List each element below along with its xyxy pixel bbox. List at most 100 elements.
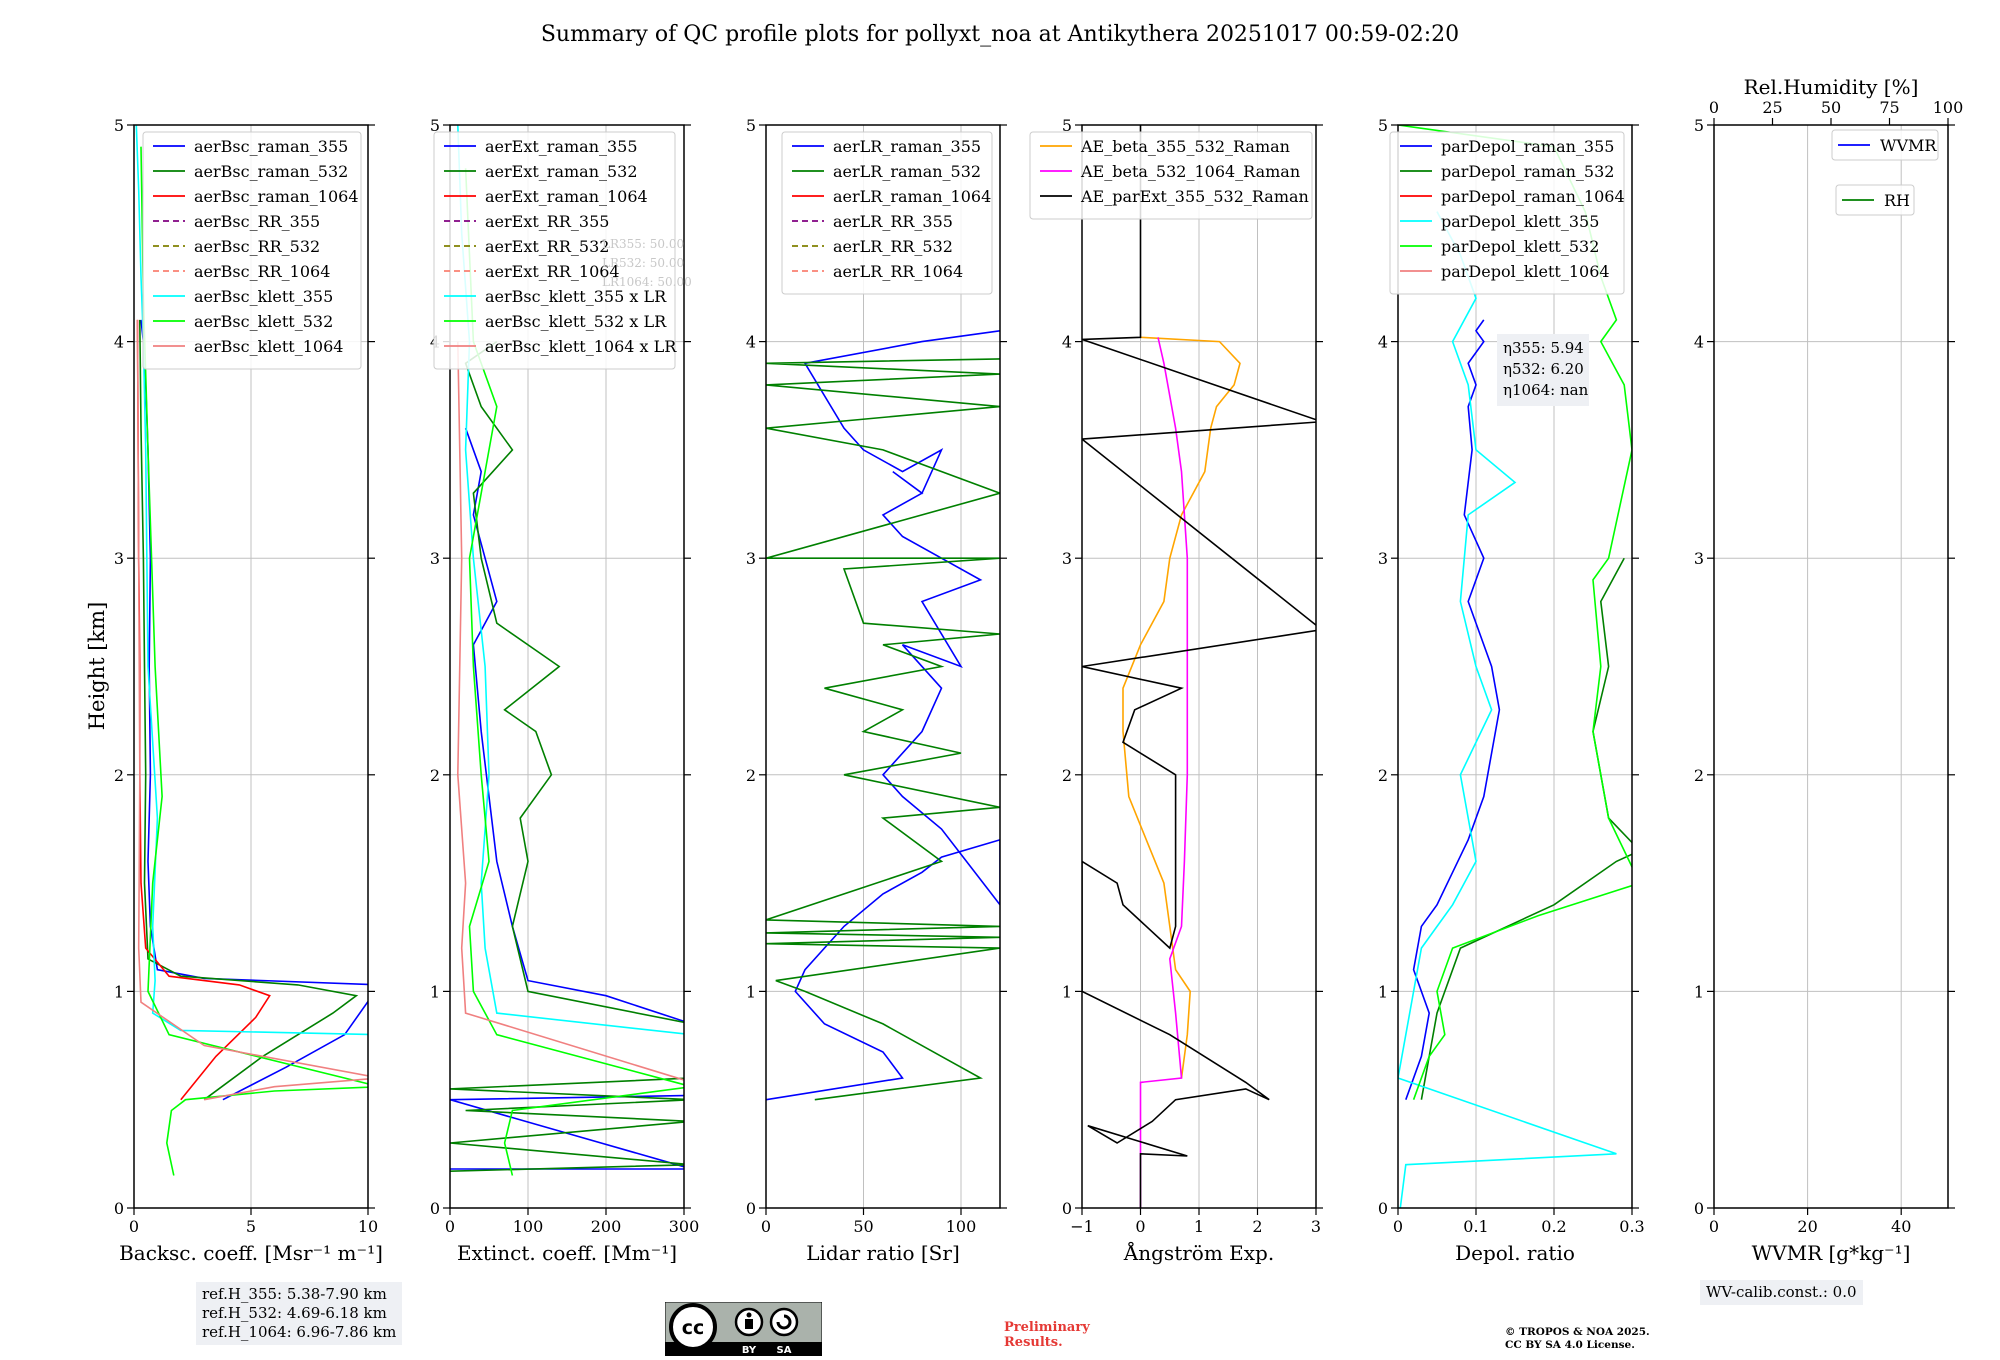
- y-tick-label: 3: [1378, 549, 1388, 568]
- legend-label: AE_beta_532_1064_Raman: [1080, 162, 1300, 181]
- x-tick-label: 300: [669, 1217, 700, 1236]
- legend: aerLR_raman_355 aerLR_raman_532 aerLR_rama…: [781, 131, 993, 295]
- y-tick-label: 1: [430, 982, 440, 1001]
- x-tick-label: 0: [445, 1217, 455, 1236]
- legend: aerBsc_raman_355 aerBsc_raman_532 aerBsc_r…: [142, 131, 362, 370]
- legend-label: parDepol_raman_355: [1441, 137, 1614, 156]
- y-tick-label: 2: [114, 766, 124, 785]
- legend-label: aerExt_RR_532: [485, 237, 609, 256]
- x2-tick-label: 50: [1821, 98, 1841, 117]
- preliminary-line-1: Preliminary: [1004, 1320, 1090, 1335]
- lr-annotation: LR532: 50.00: [602, 256, 684, 270]
- legend-label: aerBsc_raman_355: [194, 137, 348, 156]
- series-line-aerBsc_klett_1064: [136, 319, 368, 1101]
- y-tick-label: 4: [114, 333, 124, 352]
- series-line-aerExt_raman_532: [450, 340, 684, 1172]
- series-line-AE_parExt_355_532_Raman: [1082, 125, 1316, 1208]
- series-line-parDepol_klett_355: [1398, 211, 1617, 1208]
- by-label: BY: [742, 1345, 757, 1356]
- legend-label: aerBsc_klett_532: [194, 312, 333, 331]
- copyright-line-1: © TROPOS & NOA 2025.: [1505, 1326, 1650, 1338]
- x-tick-label: 0: [1135, 1217, 1145, 1236]
- legend: parDepol_raman_355 parDepol_raman_532 parD…: [1389, 131, 1625, 295]
- y-tick-label: 1: [1694, 982, 1704, 1001]
- series-line-aerBsc_klett_1064 x LR: [456, 341, 684, 1081]
- x-tick-label: 200: [591, 1217, 622, 1236]
- y-tick-label: 5: [746, 116, 756, 135]
- y-tick-label: 4: [1062, 333, 1072, 352]
- y-tick-label: 5: [430, 116, 440, 135]
- y-tick-label: 1: [114, 982, 124, 1001]
- y-tick-label: 4: [1694, 333, 1704, 352]
- y-tick-label: 0: [1694, 1199, 1704, 1218]
- y-tick-label: 3: [1062, 549, 1072, 568]
- y-tick-label: 1: [1378, 982, 1388, 1001]
- y-tick-label: 2: [1378, 766, 1388, 785]
- x-tick-label: 0: [129, 1217, 139, 1236]
- eta-box: [1497, 334, 1589, 406]
- x-axis-label: Extinct. coeff. [Mm⁻¹]: [457, 1241, 677, 1265]
- copyright-note: © TROPOS & NOA 2025. CC BY SA 4.0 Licens…: [1505, 1326, 1650, 1352]
- x2-tick-label: 0: [1709, 98, 1719, 117]
- y-tick-label: 5: [1062, 116, 1072, 135]
- svg-text:cc: cc: [682, 1317, 705, 1339]
- legend-box: [142, 131, 362, 370]
- x-tick-label: 2: [1252, 1217, 1262, 1236]
- legend-label: aerExt_raman_532: [485, 162, 638, 181]
- legend-label: parDepol_klett_1064: [1441, 262, 1610, 281]
- legend-label: aerBsc_klett_355 x LR: [485, 287, 667, 306]
- legend: aerExt_raman_355 aerExt_raman_532 aerExt_r…: [433, 131, 677, 370]
- x-axis-label: Backsc. coeff. [Msr⁻¹ m⁻¹]: [119, 1241, 383, 1265]
- x-axis-label: Ångström Exp.: [1123, 1240, 1274, 1265]
- y-tick-label: 3: [114, 549, 124, 568]
- x-tick-label: 0.3: [1619, 1217, 1644, 1236]
- series-line-parDepol_raman_532: [1420, 557, 1632, 1100]
- panel-5: 0 0.1 0.2 0.3 0 1 2 3 4 5 Depol. ratio parDepol_ram…: [1378, 116, 1645, 1265]
- panel-6: 0 20 40 0 1 2 3 4 5 WVMR [g*kg⁻¹] 0 25 50 75 100 Rel.Hu…: [1694, 75, 1963, 1265]
- series-line-aerBsc_klett_532 x LR: [464, 168, 684, 1176]
- y-tick-label: 5: [1694, 116, 1704, 135]
- ref-height-532: ref.H_532: 4.69-6.18 km: [202, 1304, 387, 1322]
- y-tick-label: 4: [746, 333, 756, 352]
- legend-label: aerBsc_klett_355: [194, 287, 333, 306]
- legend-label: WVMR: [1880, 136, 1937, 155]
- series-line-parDepol_raman_355: [1405, 319, 1501, 1100]
- x-axis-label: Lidar ratio [Sr]: [806, 1241, 960, 1265]
- x-tick-label: 100: [946, 1217, 977, 1236]
- x-tick-label: 20: [1797, 1217, 1817, 1236]
- legend-label: aerLR_raman_1064: [833, 187, 991, 206]
- x-tick-label: 0.1: [1463, 1217, 1488, 1236]
- wv-calibration-box: WV-calib.const.: 0.0: [1700, 1280, 1863, 1305]
- y-tick-label: 0: [1378, 1199, 1388, 1218]
- y-tick-label: 0: [1062, 1199, 1072, 1218]
- legend-label: RH: [1884, 191, 1910, 210]
- y-tick-label: 2: [746, 766, 756, 785]
- x-tick-label: 0: [1709, 1217, 1719, 1236]
- y-tick-label: 3: [430, 549, 440, 568]
- legend-label: aerExt_RR_1064: [485, 262, 620, 281]
- x-tick-label: 50: [853, 1217, 873, 1236]
- x-tick-label: 40: [1891, 1217, 1911, 1236]
- wv-calibration-text: WV-calib.const.: 0.0: [1706, 1283, 1857, 1301]
- sa-icon: [769, 1307, 799, 1337]
- x-axis-label: Depol. ratio: [1455, 1241, 1575, 1265]
- legend-box: [781, 131, 993, 295]
- legend-label: aerLR_RR_355: [833, 212, 953, 231]
- y-tick-label: 2: [1694, 766, 1704, 785]
- legend-label: aerExt_raman_1064: [485, 187, 648, 206]
- panel-2: 0100200300012345Extinct. coeff. [Mm⁻¹]ae…: [430, 116, 699, 1265]
- legend-label: AE_beta_355_532_Raman: [1080, 137, 1290, 156]
- legend: AE_beta_355_532_Raman AE_beta_532_1064_Ra…: [1029, 131, 1313, 220]
- y-tick-label: 5: [1378, 116, 1388, 135]
- panel-frame: [449, 124, 685, 1209]
- y-tick-label: 0: [746, 1199, 756, 1218]
- y-tick-label: 2: [1062, 766, 1072, 785]
- x-tick-label: 0.2: [1541, 1217, 1566, 1236]
- legend: WVMR RH: [1831, 129, 1939, 216]
- y-tick-label: 3: [746, 549, 756, 568]
- legend-label: parDepol_raman_532: [1441, 162, 1614, 181]
- x-tick-label: 0: [1393, 1217, 1403, 1236]
- panel-3: 0 50 100 0 1 2 3 4 5 Lidar ratio [Sr] aerLR_raman_…: [746, 116, 1007, 1265]
